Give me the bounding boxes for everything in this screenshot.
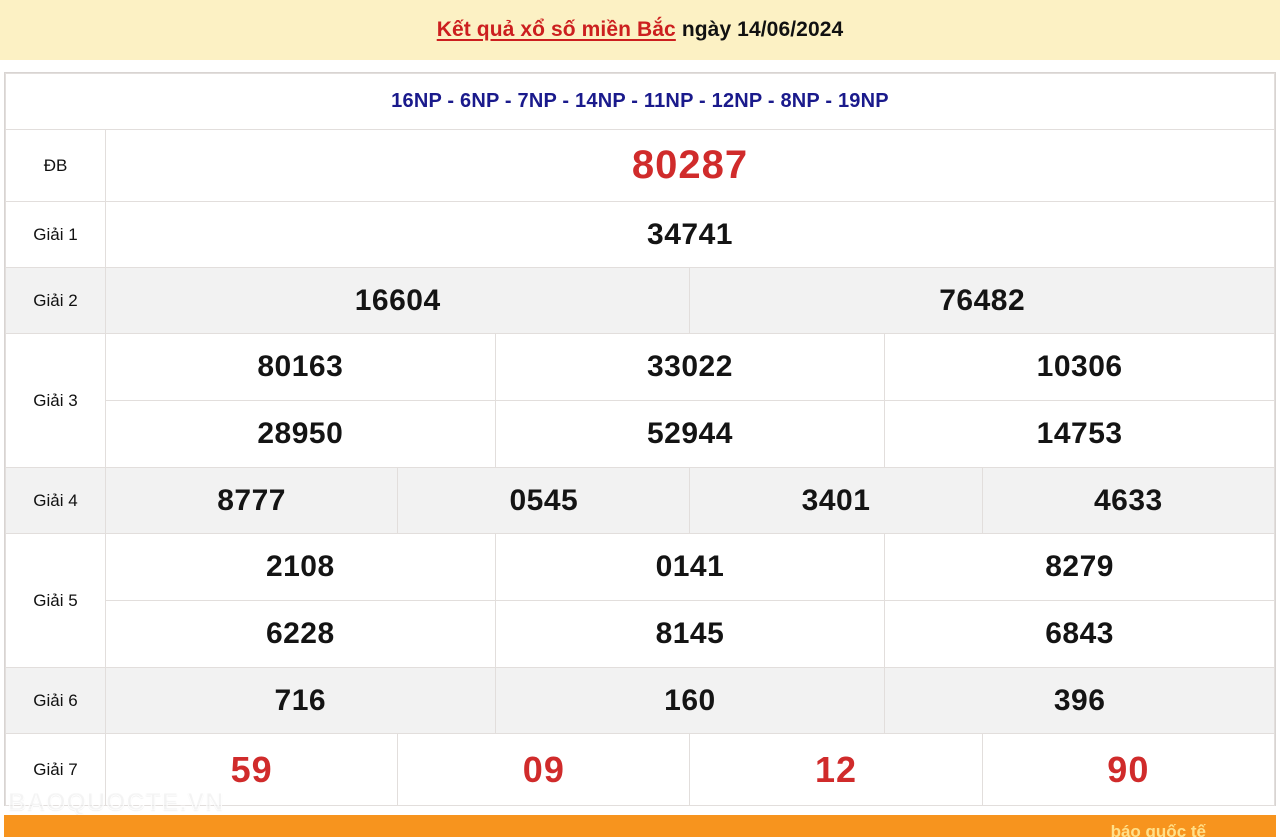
prize-number: 52944 bbox=[646, 417, 733, 450]
prize-cell-db: 80287 bbox=[105, 129, 1275, 202]
prize-number: 8279 bbox=[1045, 550, 1114, 583]
prize-number: 716 bbox=[274, 683, 327, 717]
prize-cell-g3-1: 80163 bbox=[105, 333, 496, 401]
prize-number: 28950 bbox=[257, 417, 344, 450]
table-row-g6: Giải 6 716 160 396 bbox=[5, 667, 1275, 734]
banner-heading: Kết quả xổ số miền Bắc ngày 14/06/2024 bbox=[437, 18, 844, 42]
prize-number: 34741 bbox=[647, 217, 733, 251]
np-codes-cell: 16NP - 6NP - 7NP - 14NP - 11NP - 12NP - … bbox=[5, 73, 1275, 130]
prize-number: 0141 bbox=[655, 550, 725, 583]
prize-cell-g4-4: 4633 bbox=[981, 467, 1276, 534]
prize-number: 160 bbox=[664, 683, 716, 717]
prize-number: 33022 bbox=[646, 350, 733, 383]
prize-cell-g7-1: 59 bbox=[104, 733, 399, 806]
prize-number: 6228 bbox=[265, 617, 335, 650]
np-codes-text: 16NP - 6NP - 7NP - 14NP - 11NP - 12NP - … bbox=[391, 90, 889, 112]
prize-cell-g5-6: 6843 bbox=[884, 600, 1275, 668]
table-row-g3-a: Giải 3 80163 33022 10306 bbox=[5, 333, 1275, 468]
prize-cell-g7-4: 90 bbox=[981, 733, 1276, 806]
prize-cell-g3-3: 10306 bbox=[884, 333, 1275, 401]
prize-cell-g7-2: 09 bbox=[397, 733, 691, 806]
prize-cell-g6-1: 716 bbox=[105, 667, 496, 734]
table-row-g7: Giải 7 59 09 12 90 bbox=[5, 733, 1276, 806]
row-label-g7: Giải 7 bbox=[5, 733, 106, 806]
prize-cell-g1: 34741 bbox=[105, 201, 1275, 268]
prize-number: 10306 bbox=[1036, 350, 1123, 383]
draw-date: ngày 14/06/2024 bbox=[681, 18, 844, 41]
row-label-g4: Giải 4 bbox=[5, 467, 106, 534]
prize-cell-g2-2: 76482 bbox=[689, 267, 1275, 334]
prize-cell-g3-4: 28950 bbox=[105, 400, 496, 468]
prize-number: 12 bbox=[815, 748, 858, 790]
prize-number: 90 bbox=[1107, 748, 1150, 790]
prize-number: 59 bbox=[230, 748, 273, 790]
prize-cell-g5-2: 0141 bbox=[494, 533, 886, 601]
prize-cell-g7-3: 12 bbox=[689, 733, 983, 806]
prize-number: 0545 bbox=[509, 483, 579, 517]
footer-bar: báo quốc tế bbox=[4, 815, 1276, 837]
footer-brand-text: báo quốc tế bbox=[1110, 822, 1206, 837]
prize-number: 3401 bbox=[801, 483, 871, 517]
row-label-g5: Giải 5 bbox=[5, 533, 106, 668]
row-label-db: ĐB bbox=[5, 129, 106, 202]
prize-cell-g4-3: 3401 bbox=[689, 467, 983, 534]
prize-number: 09 bbox=[522, 748, 565, 790]
row-label-g6: Giải 6 bbox=[5, 667, 106, 734]
prize-cell-g4-1: 8777 bbox=[104, 467, 399, 534]
table-row-g2: Giải 2 16604 76482 bbox=[5, 267, 1275, 334]
np-codes-row: 16NP - 6NP - 7NP - 14NP - 11NP - 12NP - … bbox=[5, 73, 1275, 130]
prize-number: 4633 bbox=[1093, 483, 1163, 517]
table-row-g1: Giải 1 34741 bbox=[5, 201, 1275, 268]
table-row-g5-a: Giải 5 2108 0141 8279 bbox=[5, 533, 1275, 668]
row-label-g1: Giải 1 bbox=[5, 201, 106, 268]
page-title: Kết quả xổ số miền Bắc bbox=[436, 18, 676, 41]
prize-cell-g4-2: 0545 bbox=[397, 467, 691, 534]
prize-number: 76482 bbox=[939, 283, 1026, 317]
prize-number: 80163 bbox=[257, 350, 344, 383]
page-banner: Kết quả xổ số miền Bắc ngày 14/06/2024 bbox=[0, 0, 1280, 60]
prize-cell-g2-1: 16604 bbox=[104, 267, 691, 334]
prize-cell-g3-6: 14753 bbox=[884, 400, 1275, 468]
prize-number: 80287 bbox=[631, 143, 749, 187]
row-label-g2: Giải 2 bbox=[5, 267, 106, 334]
table-row-g4: Giải 4 8777 0545 3401 4633 bbox=[5, 467, 1276, 534]
prize-cell-g6-3: 396 bbox=[884, 667, 1275, 734]
prize-cell-g5-3: 8279 bbox=[884, 533, 1275, 601]
prize-number: 16604 bbox=[354, 283, 441, 317]
lottery-results-table: 16NP - 6NP - 7NP - 14NP - 11NP - 12NP - … bbox=[5, 73, 1276, 806]
table-row-g5-b: 6228 8145 6843 bbox=[6, 600, 1275, 668]
table-row-db: ĐB 80287 bbox=[5, 129, 1275, 202]
row-label-g3: Giải 3 bbox=[5, 333, 106, 468]
prize-cell-g5-5: 8145 bbox=[494, 600, 886, 668]
prize-number: 396 bbox=[1053, 683, 1106, 717]
prize-cell-g3-2: 33022 bbox=[494, 333, 886, 401]
prize-cell-g5-4: 6228 bbox=[105, 600, 496, 668]
prize-cell-g6-2: 160 bbox=[494, 667, 886, 734]
prize-cell-g5-1: 2108 bbox=[105, 533, 496, 601]
results-table-container: 16NP - 6NP - 7NP - 14NP - 11NP - 12NP - … bbox=[4, 72, 1276, 806]
prize-number: 2108 bbox=[265, 550, 335, 583]
prize-cell-g3-5: 52944 bbox=[494, 400, 886, 468]
prize-number: 8777 bbox=[217, 483, 286, 517]
prize-number: 14753 bbox=[1036, 417, 1123, 450]
table-row-g3-b: 28950 52944 14753 bbox=[6, 400, 1275, 468]
prize-number: 6843 bbox=[1045, 617, 1114, 650]
banner-spacer bbox=[0, 60, 1280, 72]
prize-number: 8145 bbox=[655, 617, 725, 650]
